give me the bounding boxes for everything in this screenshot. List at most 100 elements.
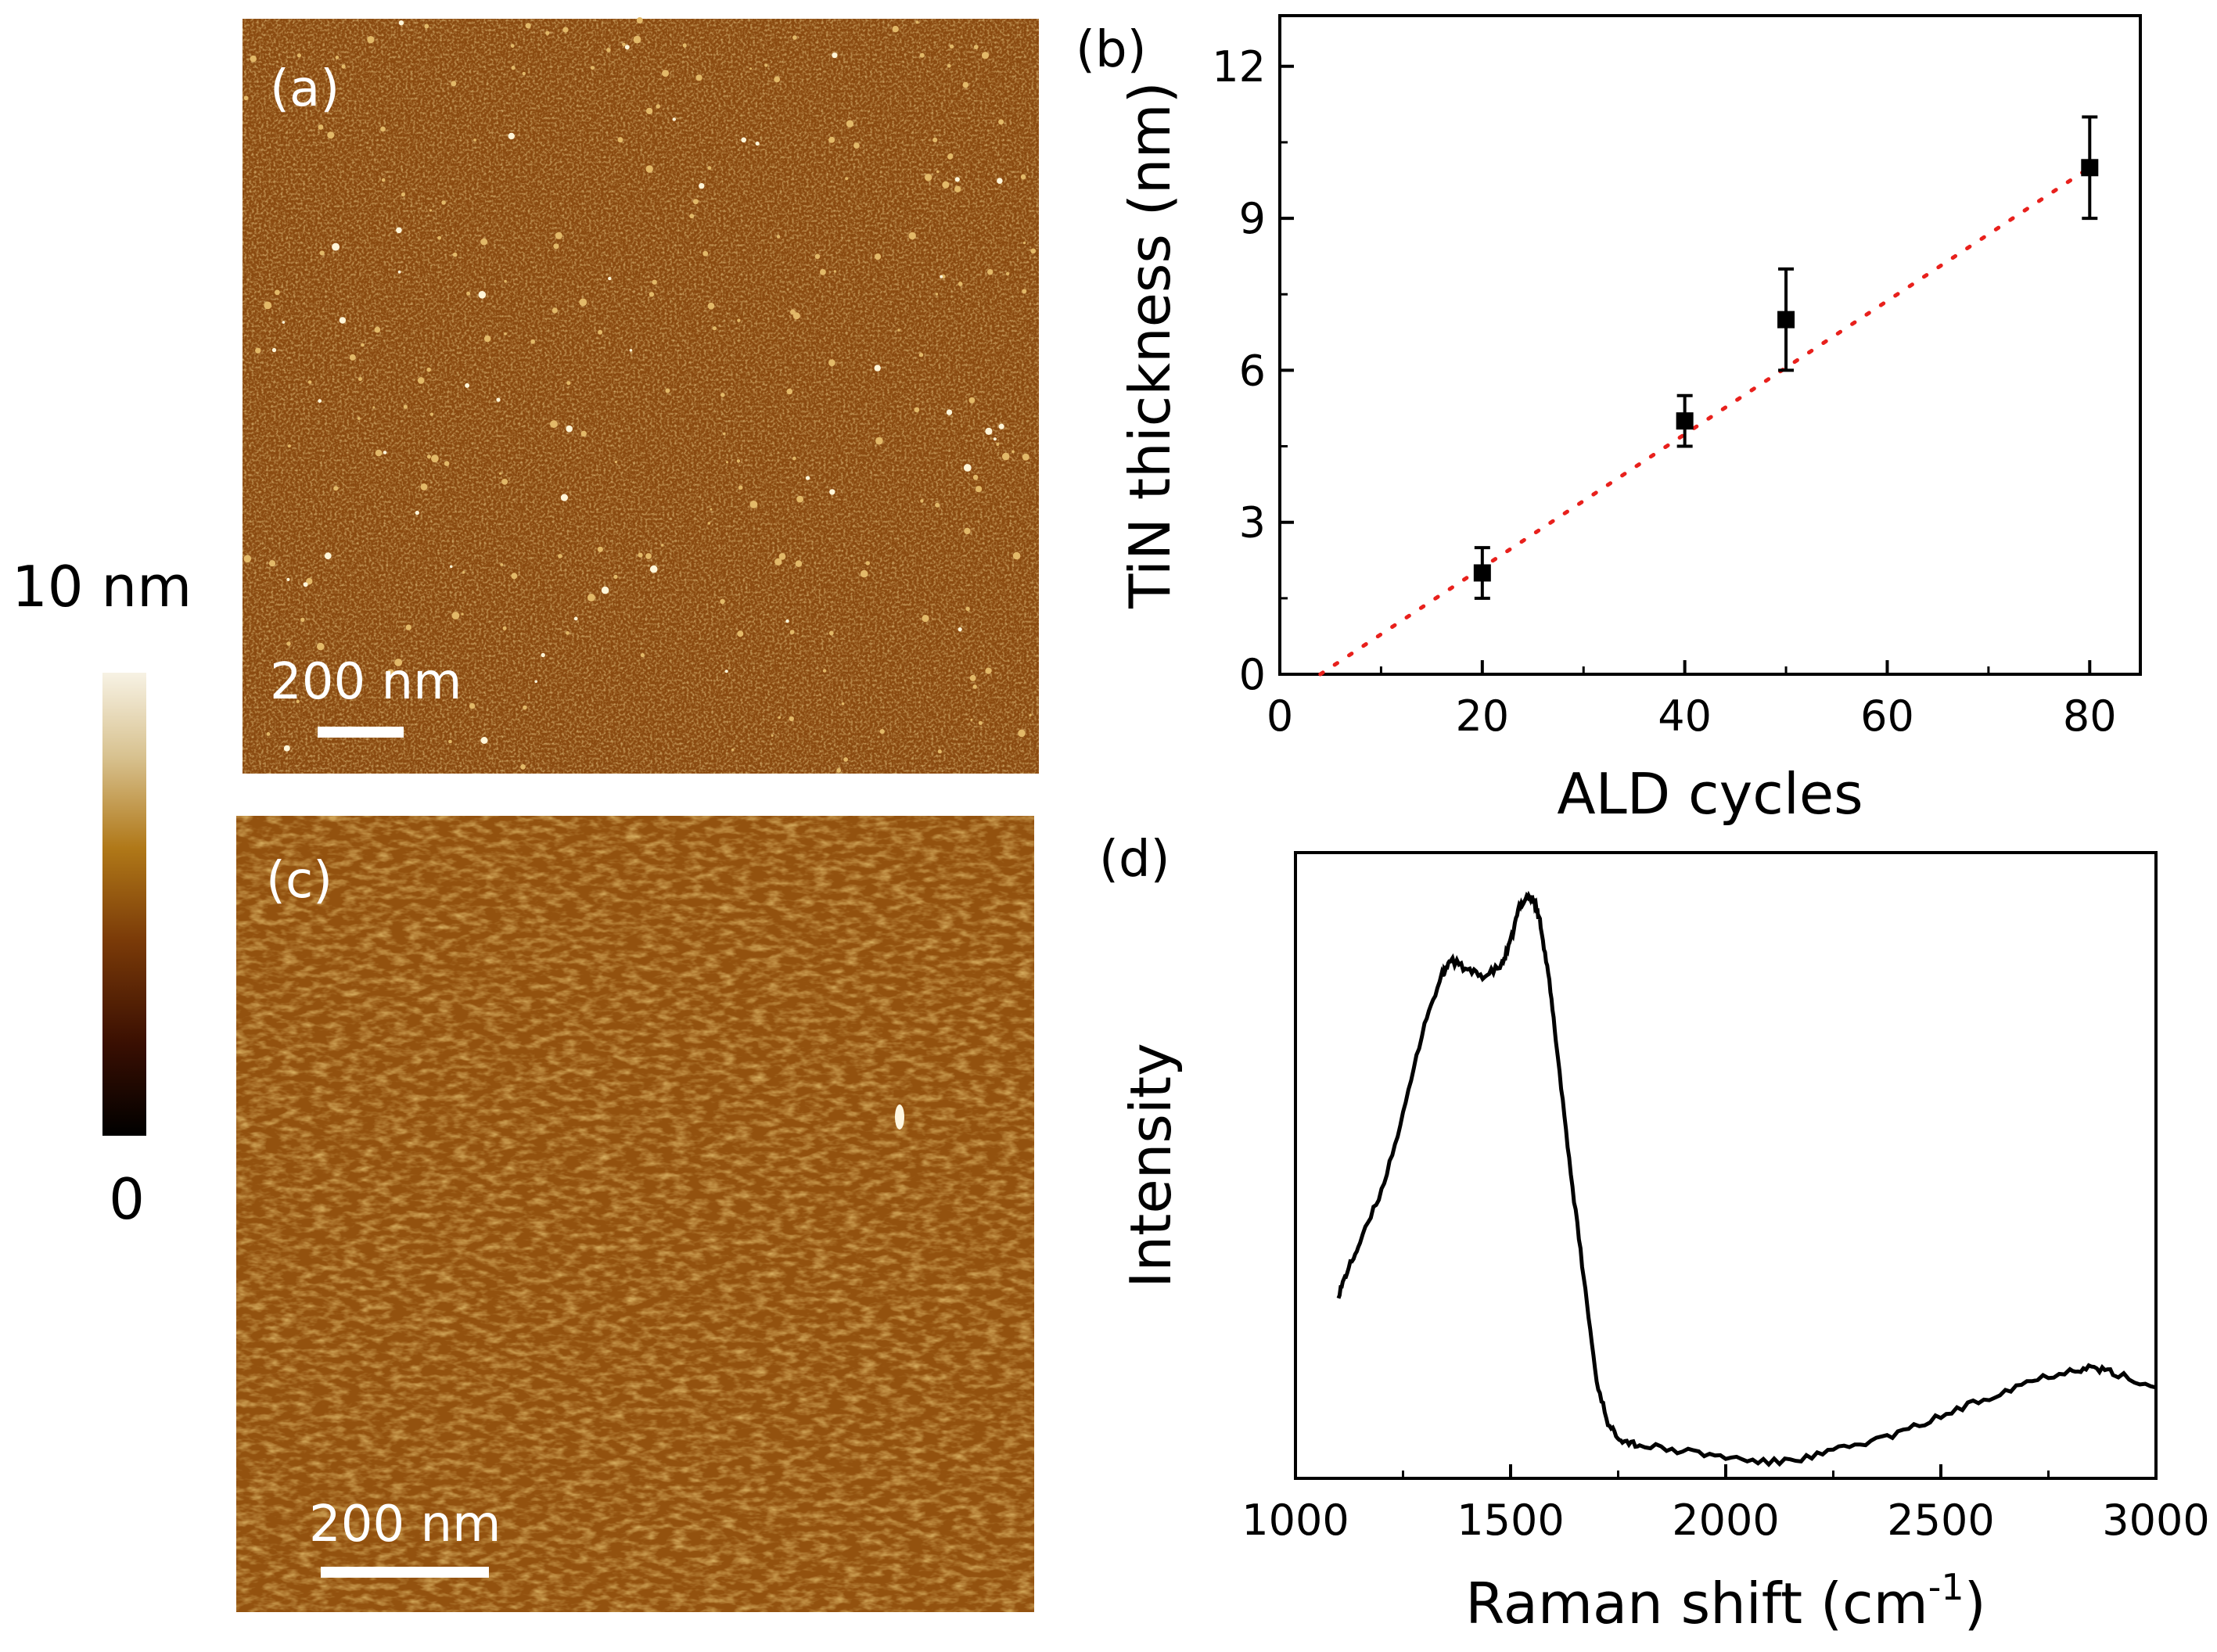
afm-grain xyxy=(444,461,450,466)
afm-grain xyxy=(286,577,290,582)
afm-grain xyxy=(828,359,835,367)
afm-grain xyxy=(504,279,507,283)
afm-grain xyxy=(774,558,782,566)
x-axis-label-d-main: Raman shift (cm xyxy=(1465,1571,1928,1636)
afm-grain xyxy=(375,449,383,457)
afm-grain xyxy=(985,667,992,674)
afm-grain xyxy=(875,253,882,260)
afm-grain xyxy=(250,55,257,63)
plot-frame-b xyxy=(1278,14,2142,676)
colorbar: 10 nm 0 xyxy=(12,554,192,1232)
scalebar-c xyxy=(321,1567,489,1578)
afm-grain xyxy=(935,293,939,296)
x-tick-label-d: 3000 xyxy=(2102,1496,2209,1545)
afm-grain xyxy=(958,282,963,286)
colorbar-top-label: 10 nm xyxy=(12,554,192,620)
afm-grain xyxy=(426,454,432,459)
afm-grain xyxy=(598,329,603,335)
afm-grain xyxy=(936,170,940,174)
afm-grain xyxy=(796,495,803,503)
afm-grain xyxy=(1022,241,1026,245)
afm-grain xyxy=(954,177,960,182)
data-point xyxy=(2081,159,2099,177)
afm-grain xyxy=(699,183,705,189)
afm-grain xyxy=(461,612,464,616)
afm-grain xyxy=(970,718,973,721)
afm-grain xyxy=(420,483,428,490)
afm-grain xyxy=(726,461,728,464)
afm-grain xyxy=(511,573,518,580)
afm-grain xyxy=(522,71,526,76)
afm-grain xyxy=(500,563,504,566)
y-axis-label-d: Intensity xyxy=(1118,1043,1184,1287)
afm-grain xyxy=(790,309,796,315)
afm-grain xyxy=(437,235,442,240)
chart-b: (b) 0 20 40 60 80 0 3 6 9 12 ALD cycles TiN thick… xyxy=(1076,14,2142,827)
afm-grain xyxy=(550,420,558,429)
afm-grain xyxy=(652,279,657,285)
afm-grain xyxy=(707,302,715,310)
data-point xyxy=(1676,412,1694,430)
afm-grain xyxy=(741,137,747,143)
afm-grain xyxy=(662,70,670,77)
afm-grain xyxy=(947,153,954,159)
afm-grain xyxy=(601,586,609,594)
afm-grain xyxy=(520,764,526,770)
afm-grain xyxy=(792,456,796,461)
y-tick-label-b: 12 xyxy=(1212,42,1266,92)
afm-grain xyxy=(624,45,630,50)
x-axis-label-b: ALD cycles xyxy=(1557,761,1863,827)
axis-ticks-b: 0 20 40 60 80 0 3 6 9 12 xyxy=(1212,42,2116,741)
afm-grain xyxy=(243,555,252,563)
afm-grain xyxy=(429,412,434,416)
afm-grain xyxy=(502,626,507,630)
afm-grain xyxy=(845,177,849,181)
afm-grain xyxy=(415,510,419,515)
afm-grain xyxy=(510,44,515,48)
afm-grain xyxy=(1012,551,1021,560)
afm-grain xyxy=(776,235,781,239)
afm-grain xyxy=(545,31,550,35)
afm-grain xyxy=(962,81,969,88)
afm-grain xyxy=(266,732,271,736)
afm-grain xyxy=(738,485,743,490)
afm-grain xyxy=(397,270,401,274)
afm-grain xyxy=(963,464,972,472)
afm-grain xyxy=(1022,289,1027,294)
afm-grain xyxy=(566,381,571,386)
afm-grain xyxy=(606,48,611,52)
afm-grain xyxy=(925,174,932,181)
y-tick-label-b: 6 xyxy=(1239,346,1266,395)
data-points-b xyxy=(1473,115,2099,600)
afm-grain xyxy=(645,553,652,559)
afm-grain xyxy=(755,141,760,146)
afm-grain xyxy=(749,67,753,70)
afm-grain xyxy=(778,553,786,560)
afm-grain xyxy=(243,95,249,101)
afm-grain xyxy=(622,42,626,47)
afm-grain xyxy=(865,561,871,566)
afm-grain xyxy=(976,486,983,493)
afm-grain xyxy=(318,399,322,403)
afm-grain xyxy=(358,377,362,382)
afm-particle-c xyxy=(895,1104,904,1129)
afm-grain xyxy=(286,641,291,646)
afm-grain xyxy=(307,380,312,384)
afm-grain xyxy=(560,494,569,501)
afm-texture-c xyxy=(236,816,1034,1612)
afm-grain xyxy=(656,104,660,109)
afm-grain xyxy=(947,63,951,68)
afm-grain xyxy=(645,165,653,173)
afm-grain xyxy=(692,199,699,205)
afm-grain xyxy=(998,119,1004,125)
afm-grain xyxy=(403,404,408,409)
afm-grain xyxy=(829,489,835,495)
afm-grain xyxy=(908,232,916,240)
afm-grain xyxy=(361,343,365,347)
afm-grain xyxy=(372,406,375,409)
afm-grain xyxy=(449,565,453,569)
afm-grain xyxy=(511,66,516,70)
afm-grain xyxy=(282,321,286,324)
afm-grain xyxy=(466,291,471,296)
afm-grain xyxy=(712,326,717,331)
